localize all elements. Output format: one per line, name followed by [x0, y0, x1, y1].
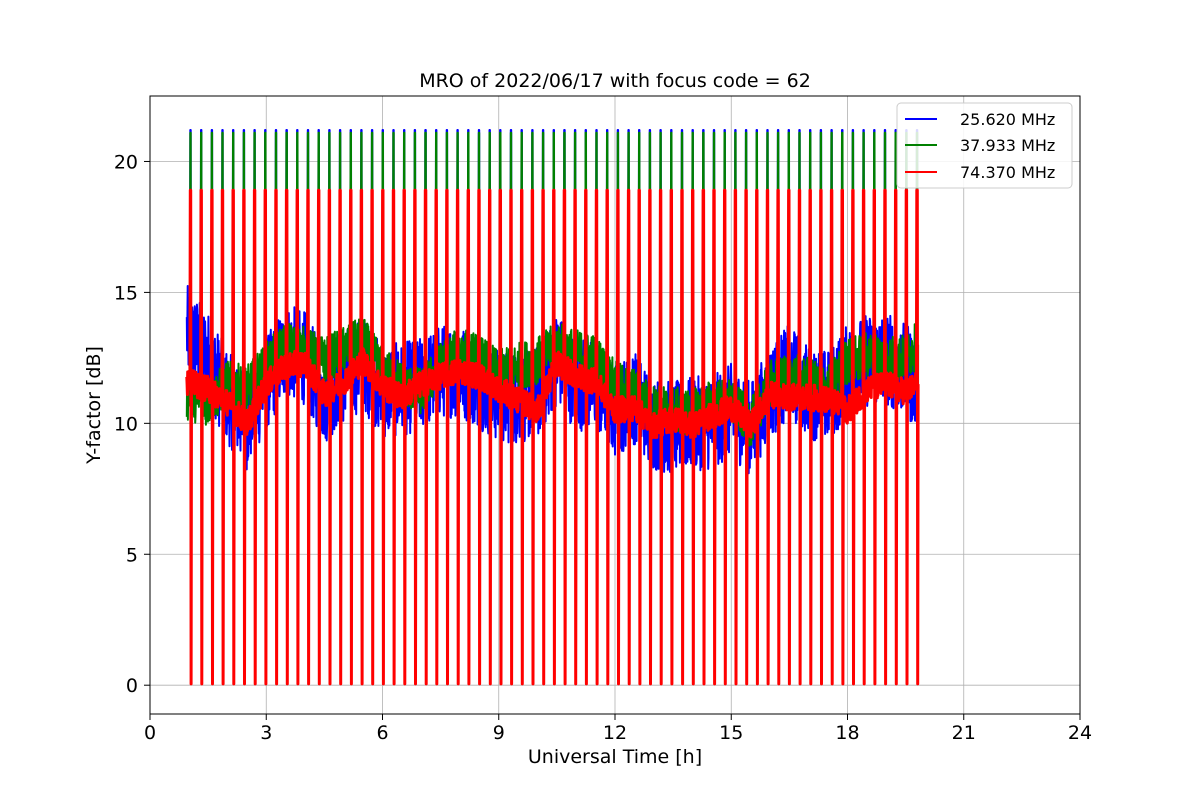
y-tick-label: 15	[114, 282, 138, 304]
legend: 25.620 MHz 37.933 MHz 74.370 MHz	[896, 102, 1073, 189]
legend-label-74-370: 74.370 MHz	[960, 163, 1055, 182]
y-tick-label: 20	[114, 151, 138, 173]
series-74-370----	[185, 188, 920, 686]
legend-label-37-933: 37.933 MHz	[960, 136, 1055, 155]
x-tick-label: 12	[603, 722, 627, 744]
x-tick-label: 18	[835, 722, 859, 744]
x-tick-label: 24	[1068, 722, 1092, 744]
y-axis-label: Y-factor [dB]	[83, 346, 105, 465]
x-tick-label: 6	[376, 722, 388, 744]
chart-title: MRO of 2022/06/17 with focus code = 62	[419, 70, 811, 92]
y-tick-label: 10	[114, 413, 138, 435]
x-tick-label: 3	[260, 722, 272, 744]
x-axis-label: Universal Time [h]	[528, 746, 702, 768]
legend-box	[896, 102, 1073, 189]
series-group	[185, 129, 920, 686]
y-tick-label: 0	[126, 675, 138, 697]
axis-ticks: 0 3 6 9 12 15 18 21 24 0 5 10 15 20	[114, 151, 1092, 744]
x-tick-label: 21	[952, 722, 976, 744]
x-tick-label: 9	[493, 722, 505, 744]
x-tick-label: 15	[719, 722, 743, 744]
y-tick-label: 5	[126, 544, 138, 566]
legend-label-25-620: 25.620 MHz	[960, 110, 1055, 129]
series-line	[185, 188, 920, 686]
x-tick-label: 0	[144, 722, 156, 744]
